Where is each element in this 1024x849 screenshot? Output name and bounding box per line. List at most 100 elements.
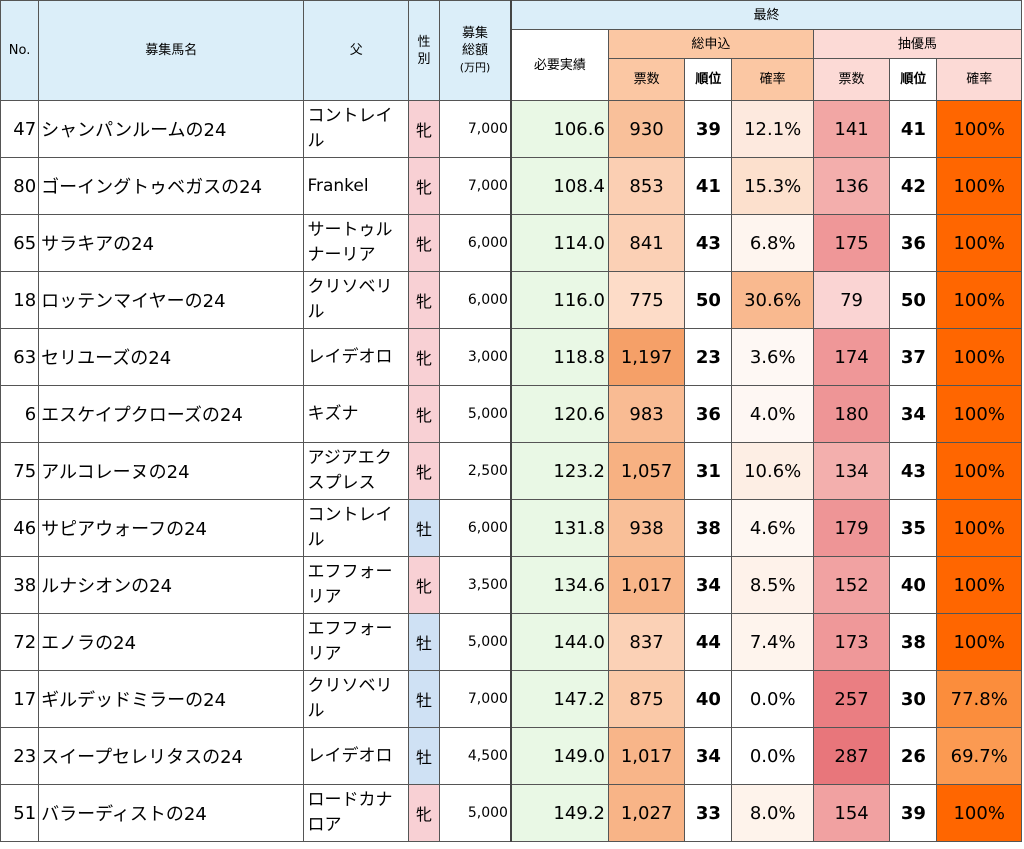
header-probability: 確率: [731, 58, 814, 101]
row-no-cell: 75: [0, 442, 40, 500]
votes-cell: 841: [607, 214, 686, 272]
rank-2-cell: 41: [889, 100, 938, 158]
sex-cell: 牝: [407, 784, 441, 842]
sire-name-cell: レイデオロ: [303, 328, 409, 386]
table-row: 72 エノラの24 エフフォーリア牡 5,000 144.0 837 44 7.4% 173 38…: [0, 613, 1022, 671]
sire-name-cell: アジアエクスプレス: [303, 442, 409, 500]
rank-2-cell: 35: [889, 499, 938, 557]
row-no-cell: 47: [0, 100, 40, 158]
header-sire: 父: [303, 0, 409, 101]
votes-cell: 930: [607, 100, 686, 158]
amount-cell: 6,000: [439, 214, 512, 272]
rank-2-cell: 30: [889, 670, 938, 728]
table-row: 75 アルコレーヌの24 アジアエクスプレス牝 2,500 123.2 1,057 31 10…: [0, 442, 1022, 500]
votes-cell: 775: [607, 271, 686, 329]
row-no-cell: 65: [0, 214, 40, 272]
rank-cell: 50: [684, 271, 733, 329]
sire-name-cell: サートゥルナーリア: [303, 214, 409, 272]
probability-cell: 10.6%: [731, 442, 814, 500]
amount-cell: 6,000: [439, 271, 512, 329]
probability-2-cell: 100%: [936, 100, 1022, 158]
horse-name-cell: バラーディストの24: [38, 784, 305, 842]
row-no-cell: 46: [0, 499, 40, 557]
votes-2-cell: 134: [812, 442, 891, 500]
header-name: 募集馬名: [38, 0, 305, 101]
required-score-cell: 106.6: [510, 100, 609, 158]
probability-2-cell: 77.8%: [936, 670, 1022, 728]
votes-2-cell: 152: [812, 556, 891, 614]
amount-cell: 3,000: [439, 328, 512, 386]
votes-2-cell: 141: [812, 100, 891, 158]
rank-cell: 40: [684, 670, 733, 728]
probability-cell: 0.0%: [731, 727, 814, 785]
horse-name-cell: ルナシオンの24: [38, 556, 305, 614]
rank-2-cell: 26: [889, 727, 938, 785]
required-score-cell: 118.8: [510, 328, 609, 386]
probability-cell: 15.3%: [731, 157, 814, 215]
row-no-cell: 80: [0, 157, 40, 215]
table-row: 17 ギルデッドミラーの24 クリソベリル牡 7,000 147.2 875 40 0.0% 2…: [0, 670, 1022, 728]
probability-2-cell: 100%: [936, 613, 1022, 671]
probability-2-cell: 100%: [936, 328, 1022, 386]
horse-name-cell: エノラの24: [38, 613, 305, 671]
row-no-cell: 72: [0, 613, 40, 671]
sire-name-cell: クリソベリル: [303, 670, 409, 728]
rank-cell: 36: [684, 385, 733, 443]
sex-cell: 牝: [407, 100, 441, 158]
required-score-cell: 108.4: [510, 157, 609, 215]
amount-cell: 7,000: [439, 157, 512, 215]
required-score-cell: 123.2: [510, 442, 609, 500]
required-score-cell: 144.0: [510, 613, 609, 671]
table-body: 47 シャンパンルームの24 コントレイル牝 7,000 106.6 930 39 12.1%…: [0, 100, 1022, 842]
sire-name-cell: エフフォーリア: [303, 556, 409, 614]
probability-cell: 0.0%: [731, 670, 814, 728]
rank-2-cell: 38: [889, 613, 938, 671]
required-score-cell: 114.0: [510, 214, 609, 272]
header-probability-2: 確率: [936, 58, 1022, 101]
required-score-cell: 147.2: [510, 670, 609, 728]
probability-cell: 4.0%: [731, 385, 814, 443]
probability-2-cell: 100%: [936, 556, 1022, 614]
rank-2-cell: 36: [889, 214, 938, 272]
votes-2-cell: 174: [812, 328, 891, 386]
sex-cell: 牝: [407, 556, 441, 614]
header-votes: 票数: [607, 58, 686, 101]
rank-cell: 31: [684, 442, 733, 500]
rank-2-cell: 50: [889, 271, 938, 329]
row-no-cell: 23: [0, 727, 40, 785]
amount-cell: 6,000: [439, 499, 512, 557]
sex-cell: 牡: [407, 727, 441, 785]
probability-cell: 4.6%: [731, 499, 814, 557]
table-row: 65 サラキアの24 サートゥルナーリア牝 6,000 114.0 841 43 6.8% 17…: [0, 214, 1022, 272]
rank-2-cell: 42: [889, 157, 938, 215]
sex-cell: 牝: [407, 214, 441, 272]
sire-name-cell: エフフォーリア: [303, 613, 409, 671]
votes-2-cell: 179: [812, 499, 891, 557]
amount-cell: 5,000: [439, 613, 512, 671]
horse-name-cell: ロッテンマイヤーの24: [38, 271, 305, 329]
votes-2-cell: 175: [812, 214, 891, 272]
amount-cell: 7,000: [439, 670, 512, 728]
table-row: 46 サピアウォーフの24 コントレイル牡 6,000 131.8 938 38 4.6% 17…: [0, 499, 1022, 557]
rank-cell: 43: [684, 214, 733, 272]
horse-name-cell: シャンパンルームの24: [38, 100, 305, 158]
votes-2-cell: 180: [812, 385, 891, 443]
votes-2-cell: 173: [812, 613, 891, 671]
rank-cell: 34: [684, 727, 733, 785]
sex-cell: 牡: [407, 613, 441, 671]
table-row: 47 シャンパンルームの24 コントレイル牝 7,000 106.6 930 39 12.1%…: [0, 100, 1022, 158]
sire-name-cell: キズナ: [303, 385, 409, 443]
sex-cell: 牝: [407, 157, 441, 215]
votes-2-cell: 154: [812, 784, 891, 842]
horse-name-cell: エスケイプクローズの24: [38, 385, 305, 443]
votes-cell: 853: [607, 157, 686, 215]
votes-cell: 938: [607, 499, 686, 557]
required-score-cell: 120.6: [510, 385, 609, 443]
sire-name-cell: Frankel: [303, 157, 409, 215]
required-score-cell: 131.8: [510, 499, 609, 557]
probability-cell: 8.0%: [731, 784, 814, 842]
horse-name-cell: アルコレーヌの24: [38, 442, 305, 500]
row-no-cell: 18: [0, 271, 40, 329]
votes-2-cell: 287: [812, 727, 891, 785]
votes-cell: 983: [607, 385, 686, 443]
